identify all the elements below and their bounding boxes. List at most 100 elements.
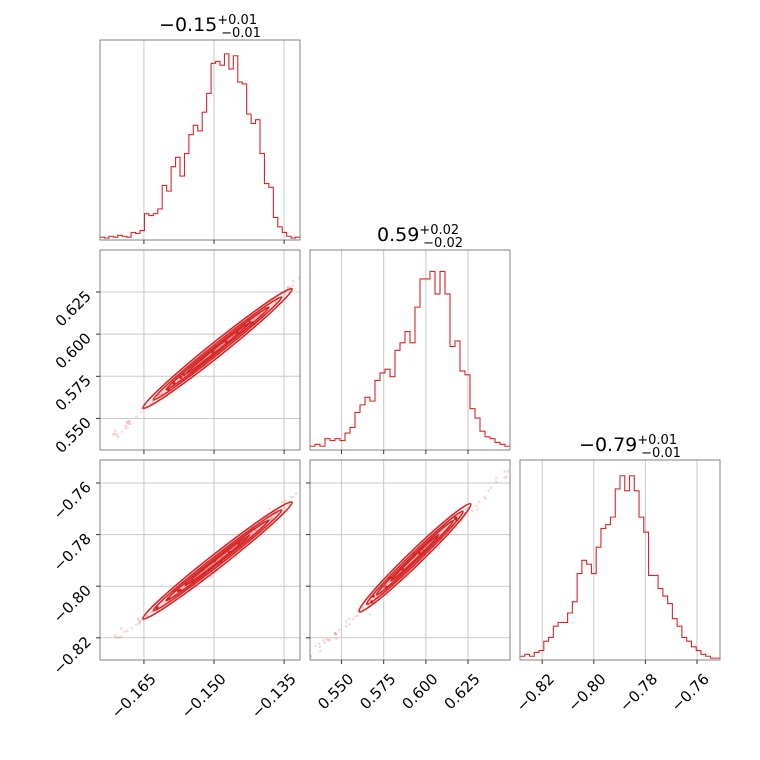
pair-panel-0 [112, 270, 308, 439]
core-point [167, 597, 171, 601]
sample-point [119, 635, 123, 638]
core-point [182, 373, 186, 377]
sample-point [274, 300, 277, 303]
sample-point [291, 284, 295, 288]
core-point [400, 567, 404, 571]
core-point [453, 517, 458, 521]
title-lower: −0.02 [423, 236, 463, 251]
sample-point [318, 649, 322, 653]
sample-point [347, 617, 351, 620]
core-point [420, 546, 424, 550]
sample-point [526, 453, 529, 456]
sample-point [271, 516, 274, 520]
core-point [388, 576, 392, 580]
sample-point [289, 495, 293, 499]
sample-point [138, 620, 142, 623]
x-tick-label: −0.135 [248, 670, 300, 722]
sample-point [344, 624, 348, 628]
sample-point [137, 618, 141, 622]
sample-point [292, 495, 295, 499]
y-tick-label: −0.76 [50, 478, 95, 523]
sample-point [525, 455, 528, 458]
sample-point [151, 400, 155, 403]
sample-point [269, 517, 273, 520]
sample-point [353, 615, 357, 618]
sample-point [475, 504, 478, 508]
core-point [390, 576, 394, 581]
hist-frame-1 [309, 249, 511, 451]
title-upper: +0.01 [217, 13, 257, 28]
title-lower: −0.01 [641, 446, 681, 461]
sample-point [301, 485, 304, 488]
sample-point [345, 620, 348, 623]
sample-point [124, 427, 128, 430]
sample-point [289, 285, 292, 289]
sample-point [149, 401, 153, 405]
sample-point [128, 419, 131, 423]
sample-point [303, 272, 306, 275]
title-lower: −0.01 [221, 26, 261, 41]
sample-point [513, 467, 516, 470]
y-tick-label: −0.82 [50, 633, 95, 678]
x-tick-label: 0.600 [399, 670, 442, 713]
sample-point [305, 270, 308, 273]
core-point [220, 340, 224, 344]
sample-point [306, 476, 309, 479]
sample-point [337, 628, 341, 632]
x-tick-label: 0.625 [441, 670, 484, 713]
sample-point [158, 393, 162, 397]
sample-point [209, 575, 213, 579]
sample-point [294, 492, 298, 495]
y-tick-label: 0.575 [52, 371, 95, 414]
core-point [251, 321, 255, 325]
core-point [212, 558, 217, 563]
sample-point [150, 611, 154, 614]
y-tick-label: 0.550 [52, 414, 95, 457]
sample-point [283, 292, 286, 295]
core-point [199, 358, 203, 362]
density-contour [184, 321, 251, 376]
sample-point [268, 507, 271, 511]
density-contour [375, 519, 455, 596]
pair-panel-1 [113, 476, 309, 639]
hist-frame-2 [519, 459, 721, 661]
sample-point [465, 507, 468, 511]
core-point [237, 542, 241, 546]
title-upper: +0.02 [419, 223, 459, 238]
sample-point [286, 285, 290, 289]
sample-point [130, 626, 133, 630]
sample-point [126, 425, 129, 429]
x-tick-label: −0.76 [668, 670, 713, 715]
param-title-0: −0.15+0.01 −0.01 [159, 13, 261, 41]
x-tick-label: −0.150 [178, 670, 230, 722]
core-point [211, 350, 215, 354]
core-point [155, 605, 159, 609]
core-point [214, 344, 218, 349]
sample-point [322, 639, 326, 642]
sample-point [471, 509, 474, 512]
sample-point [310, 655, 313, 659]
core-point [412, 552, 416, 556]
density-contour [390, 533, 440, 582]
sample-point [437, 546, 440, 550]
y-tick-label: 0.600 [52, 329, 95, 372]
sample-point [145, 614, 149, 617]
param-title-2: −0.79+0.01 −0.01 [579, 433, 681, 461]
sample-point [317, 642, 321, 645]
sample-point [112, 432, 116, 436]
sample-point [112, 433, 115, 437]
sample-point [348, 622, 351, 626]
sample-point [483, 495, 486, 499]
sample-point [323, 641, 327, 644]
sample-point [503, 470, 506, 473]
sample-point [298, 662, 301, 665]
sample-point [282, 505, 286, 509]
core-point [235, 330, 239, 335]
sample-point [119, 627, 123, 630]
sample-point [328, 638, 331, 642]
title-value: −0.15 [159, 14, 217, 36]
sample-point [145, 614, 149, 618]
core-point [172, 382, 176, 386]
histogram-1 [310, 270, 510, 447]
